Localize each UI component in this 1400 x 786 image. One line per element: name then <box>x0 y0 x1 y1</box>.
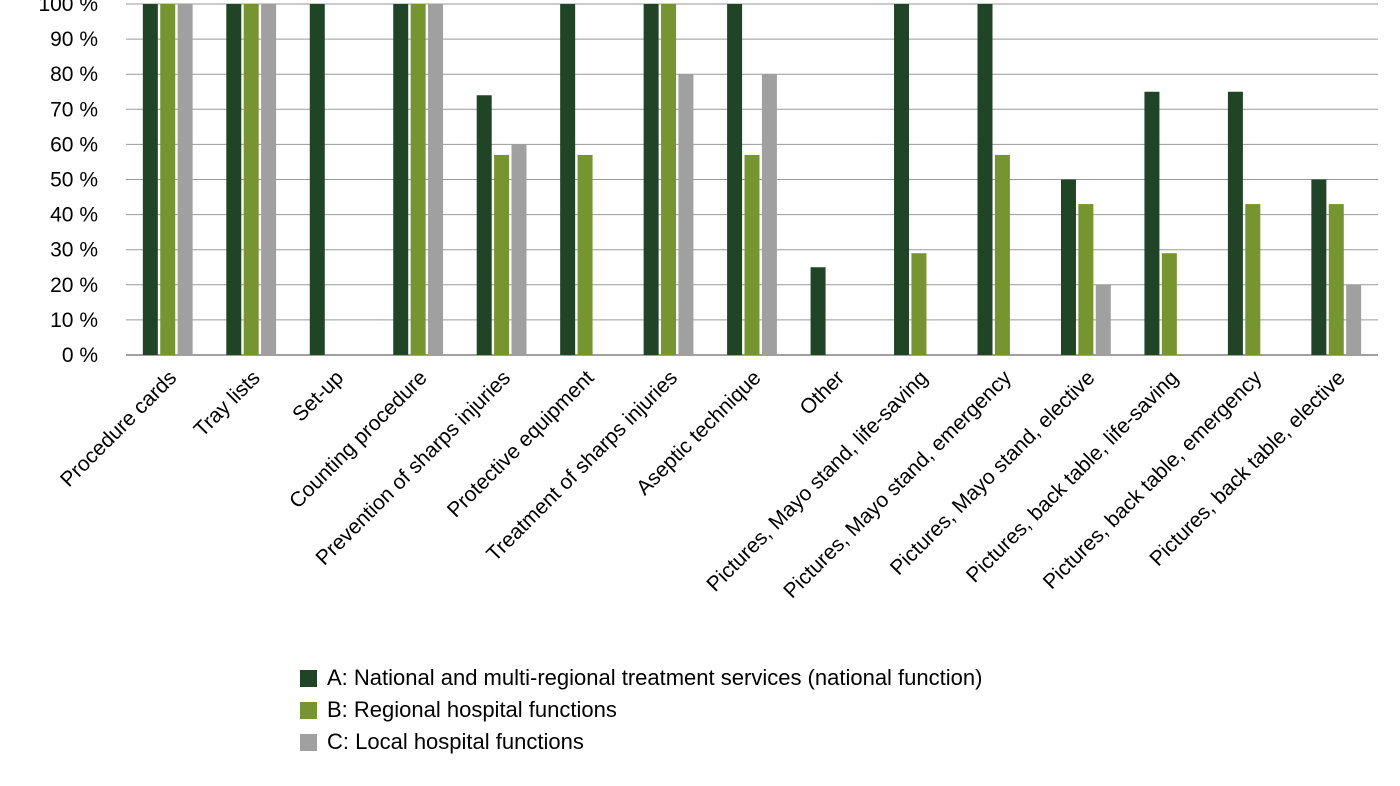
y-tick-label: 90 % <box>50 28 98 51</box>
y-tick-label: 50 % <box>50 169 98 192</box>
bar-a-6 <box>643 4 659 355</box>
bar-a-13 <box>1227 91 1243 355</box>
bar-a-12 <box>1144 91 1160 355</box>
bar-c-14 <box>1346 284 1362 355</box>
bar-a-14 <box>1311 179 1327 355</box>
bar-a-3 <box>393 4 409 355</box>
bar-a-10 <box>977 4 993 355</box>
bar-a-11 <box>1060 179 1076 355</box>
bar-b-13 <box>1245 204 1261 355</box>
bar-chart: 0 % 10 % 20 % 30 % 40 % 50 % 60 % 70 % 80 % 90 % 1… <box>38 0 1378 603</box>
bar-a-4 <box>476 95 492 355</box>
bar-c-0 <box>177 4 193 355</box>
legend-item-a: A: National and multi-regional treatment… <box>300 662 982 694</box>
bar-b-6 <box>661 4 677 355</box>
y-axis-ticks: 0 % 10 % 20 % 30 % 40 % 50 % 60 % 70 % 80 % 90 % 1… <box>38 0 98 367</box>
x-category-label: Tray lists <box>190 366 265 441</box>
bar-c-1 <box>261 4 277 355</box>
legend-swatch-c <box>300 733 317 751</box>
y-tick-label: 40 % <box>50 204 98 227</box>
bar-b-0 <box>160 4 176 355</box>
legend-label-c: C: Local hospital functions <box>327 729 584 754</box>
x-category-label: Counting procedure <box>285 366 432 513</box>
bar-b-7 <box>744 154 760 355</box>
bar-a-1 <box>226 4 242 355</box>
bar-a-7 <box>727 4 743 355</box>
bar-a-9 <box>894 4 910 355</box>
legend-swatch-b <box>300 701 317 719</box>
bar-b-12 <box>1161 253 1177 355</box>
x-category-label: Set-up <box>288 366 348 426</box>
bar-a-0 <box>142 4 158 355</box>
bar-a-8 <box>810 267 826 355</box>
legend-swatch-a <box>300 669 317 687</box>
bar-b-10 <box>994 154 1010 355</box>
x-axis-categories: Procedure cards Tray lists Set-upCounting … <box>56 366 1350 603</box>
bars <box>142 4 1362 355</box>
bar-b-5 <box>577 154 593 355</box>
bar-b-14 <box>1328 204 1344 355</box>
y-tick-label: 60 % <box>50 133 98 156</box>
legend-label-b: B: Regional hospital functions <box>327 697 617 722</box>
bar-a-2 <box>309 4 325 355</box>
legend-label-a: A: National and multi-regional treatment… <box>327 665 983 690</box>
bar-c-3 <box>428 4 444 355</box>
bar-c-7 <box>761 74 777 355</box>
bar-c-6 <box>678 74 694 355</box>
bar-b-1 <box>243 4 259 355</box>
y-tick-label: 100 % <box>38 0 98 16</box>
bar-b-3 <box>410 4 426 355</box>
bar-c-4 <box>511 144 527 355</box>
y-tick-label: 10 % <box>50 309 98 332</box>
x-category-label: Procedure cards <box>56 366 181 491</box>
bar-c-11 <box>1095 284 1111 355</box>
x-category-label: Protective equipment <box>443 366 599 522</box>
y-tick-label: 30 % <box>50 239 98 262</box>
legend: A: National and multi-regional treatment… <box>300 662 982 758</box>
legend-item-b: B: Regional hospital functions <box>300 694 982 726</box>
bar-b-11 <box>1078 204 1094 355</box>
bar-b-4 <box>494 154 510 355</box>
x-category-label: Other <box>796 366 849 419</box>
bar-b-9 <box>911 253 927 355</box>
bar-a-5 <box>560 4 576 355</box>
y-tick-label: 80 % <box>50 63 98 86</box>
y-tick-label: 0 % <box>62 344 98 367</box>
y-tick-label: 70 % <box>50 98 98 121</box>
legend-item-c: C: Local hospital functions <box>300 726 982 758</box>
y-tick-label: 20 % <box>50 274 98 297</box>
